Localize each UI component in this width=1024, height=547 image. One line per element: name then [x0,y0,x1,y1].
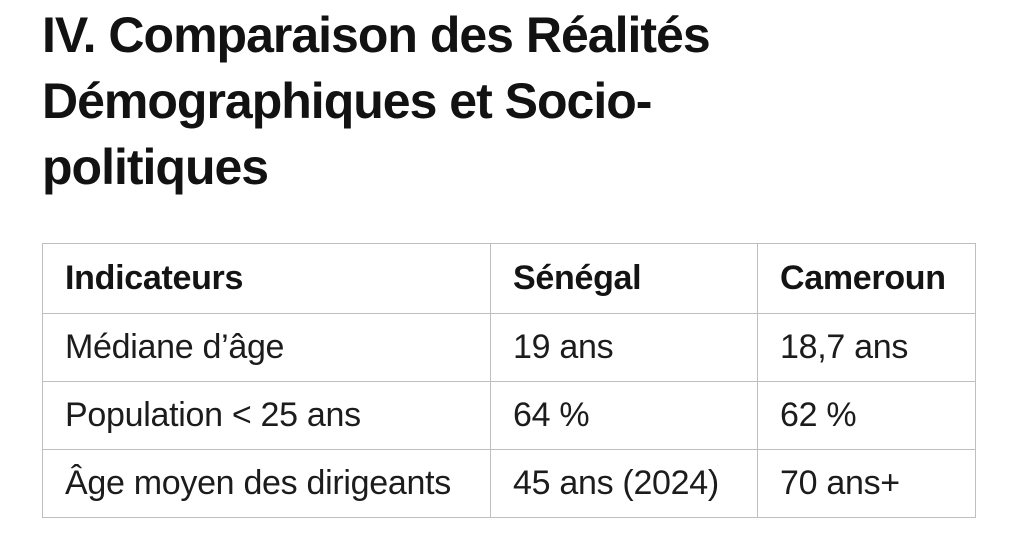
cell-indicator: Médiane d’âge [42,313,491,382]
cell-indicator: Âge moyen des dirigeants [42,449,491,518]
cell-indicator: Population < 25 ans [42,381,491,450]
table-row: Population < 25 ans 64 % 62 % [42,381,976,450]
page-title-line-1: IV. Comparaison des Réalités [42,7,711,63]
document-content: IV. Comparaison des Réalités Démographiq… [42,2,982,518]
comparison-table: Indicateurs Sénégal Cameroun Médiane d’â… [42,243,976,518]
table-row: Médiane d’âge 19 ans 18,7 ans [42,313,976,382]
cell-cameroun-value: 70 ans+ [757,449,976,518]
cell-cameroun-value: 18,7 ans [757,313,976,382]
cell-senegal-value: 19 ans [490,313,758,382]
column-header-indicateurs: Indicateurs [42,243,491,314]
column-header-senegal: Sénégal [490,243,758,314]
page-title-line-2: Démographiques et Socio- [42,73,652,129]
table-header-row: Indicateurs Sénégal Cameroun [42,243,976,314]
page-title-line-3: politiques [42,139,269,195]
page-title: IV. Comparaison des Réalités Démographiq… [42,2,982,200]
cell-cameroun-value: 62 % [757,381,976,450]
column-header-cameroun: Cameroun [757,243,976,314]
table-row: Âge moyen des dirigeants 45 ans (2024) 7… [42,449,976,518]
cell-senegal-value: 64 % [490,381,758,450]
cell-senegal-value: 45 ans (2024) [490,449,758,518]
